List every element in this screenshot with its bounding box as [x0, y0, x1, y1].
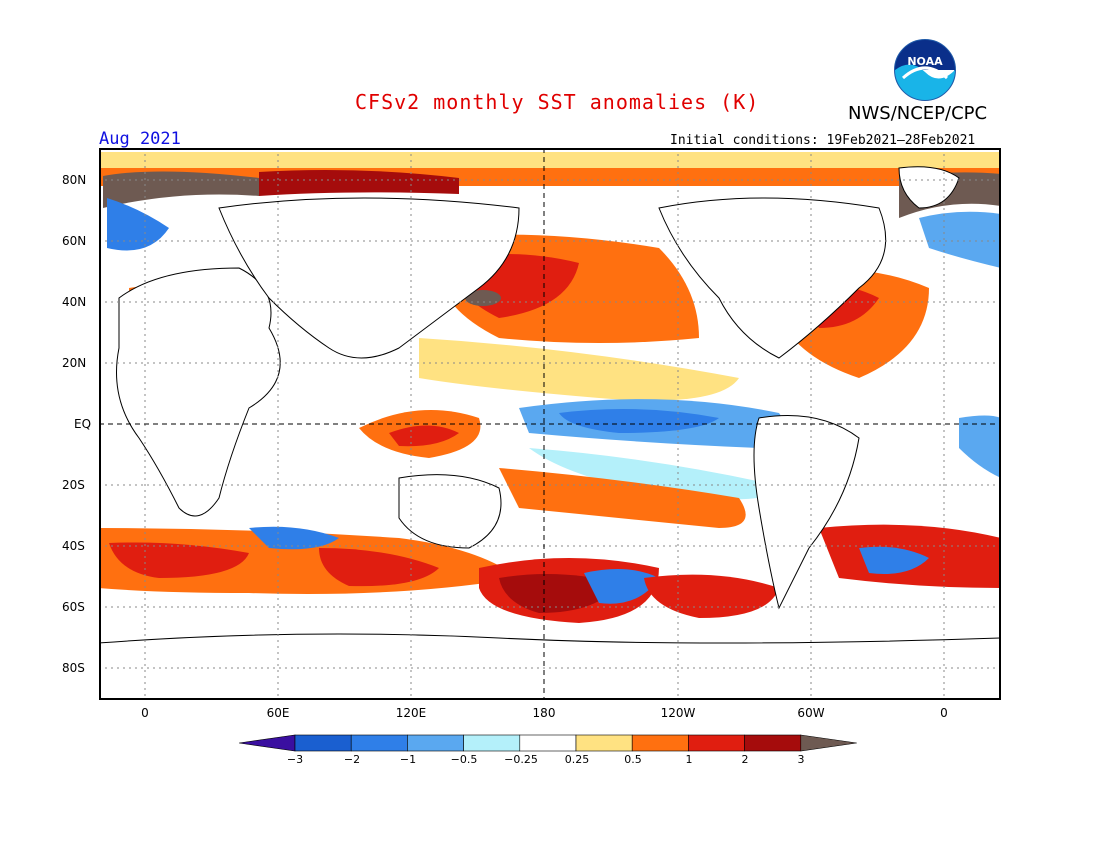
valid-month-label: Aug 2021: [99, 129, 181, 149]
southern-ocean-hot-east: [319, 548, 439, 587]
colorbar-segment: [294, 734, 352, 752]
lat-label-40s: 40S: [62, 539, 85, 553]
lon-label-0-west: 0: [141, 706, 149, 720]
land-antarctica: [100, 633, 1000, 699]
colorbar-label-1: 1: [685, 753, 693, 766]
sst-map: [99, 148, 1001, 700]
logo-text: NOAA: [907, 55, 943, 68]
land-north-america: [658, 197, 887, 359]
colorbar-label-m1: −1: [399, 753, 417, 766]
colorbar-segment: [800, 734, 857, 752]
north-atlantic-cool: [919, 211, 1000, 268]
lat-label-60n: 60N: [62, 234, 87, 248]
south-atlantic-cool: [859, 546, 929, 574]
arctic-extreme-mid: [259, 170, 459, 196]
colorbar-segment: [239, 734, 296, 752]
colorbar-segment: [350, 734, 408, 752]
south-pacific-hot: [644, 574, 779, 618]
land-africa-europe: [116, 267, 281, 517]
colorbar-label-m025: −0.25: [504, 753, 538, 766]
colorbar-segment: [688, 734, 745, 752]
colorbar-segment: [744, 734, 802, 752]
colorbar-segment: [463, 734, 521, 752]
lon-label-120e: 120E: [395, 706, 427, 720]
noaa-logo: NOAA: [894, 39, 956, 101]
colorbar-label-05: 0.5: [624, 753, 642, 766]
colorbar-label-m2: −2: [343, 753, 361, 766]
lat-label-80s: 80S: [62, 661, 85, 675]
lat-label-60s: 60S: [62, 600, 85, 614]
lat-label-eq: EQ: [74, 417, 92, 431]
lon-label-0-east: 0: [940, 706, 948, 720]
nw-atlantic-cool: [107, 198, 169, 251]
map-title: CFSv2 monthly SST anomalies (K): [355, 90, 760, 114]
indian-ocean-cool: [249, 526, 339, 550]
tropical-atlantic-cool: [959, 415, 1000, 478]
maritime-continent-hot: [389, 425, 459, 447]
colorbar-segment: [407, 734, 464, 752]
arctic-extreme-left: [103, 171, 259, 208]
lat-label-20n: 20N: [62, 356, 87, 370]
lon-label-180: 180: [532, 706, 556, 720]
initial-conditions-label: Initial conditions: 19Feb2021–28Feb2021: [670, 133, 976, 148]
land-australia: [398, 474, 502, 549]
land-asia: [218, 197, 520, 359]
map-frame: [99, 148, 1001, 700]
agency-label: NWS/NCEP/CPC: [848, 103, 988, 124]
colorbar-segment: [575, 734, 633, 752]
colorbar: [239, 734, 857, 752]
land-south-america: [753, 415, 860, 610]
colorbar-label-025: 0.25: [564, 753, 590, 766]
south-pacific-warm: [499, 468, 746, 528]
south-pacific-cyan: [529, 448, 789, 500]
southern-ocean-hot-west: [109, 542, 249, 578]
colorbar-label-2: 2: [741, 753, 749, 766]
lon-label-60e: 60E: [266, 706, 290, 720]
north-pacific-extreme: [465, 290, 501, 306]
lon-label-120w: 120W: [660, 706, 696, 720]
southern-ocean-deep-red: [499, 574, 619, 613]
lat-label-80n: 80N: [62, 173, 87, 187]
colorbar-label-3: 3: [797, 753, 805, 766]
colorbar-segment: [519, 734, 577, 752]
colorbar-label-m05: −0.5: [450, 753, 478, 766]
colorbar-segment: [631, 734, 689, 752]
equatorial-pacific-cold-core: [559, 409, 719, 433]
lat-label-20s: 20S: [62, 478, 85, 492]
lon-label-60w: 60W: [797, 706, 825, 720]
lat-label-40n: 40N: [62, 295, 87, 309]
southern-ocean-cool: [584, 569, 659, 604]
colorbar-label-m3: −3: [286, 753, 304, 766]
pacific-subtropical-yellow: [419, 338, 739, 401]
arctic-warm-band: [100, 152, 1000, 168]
